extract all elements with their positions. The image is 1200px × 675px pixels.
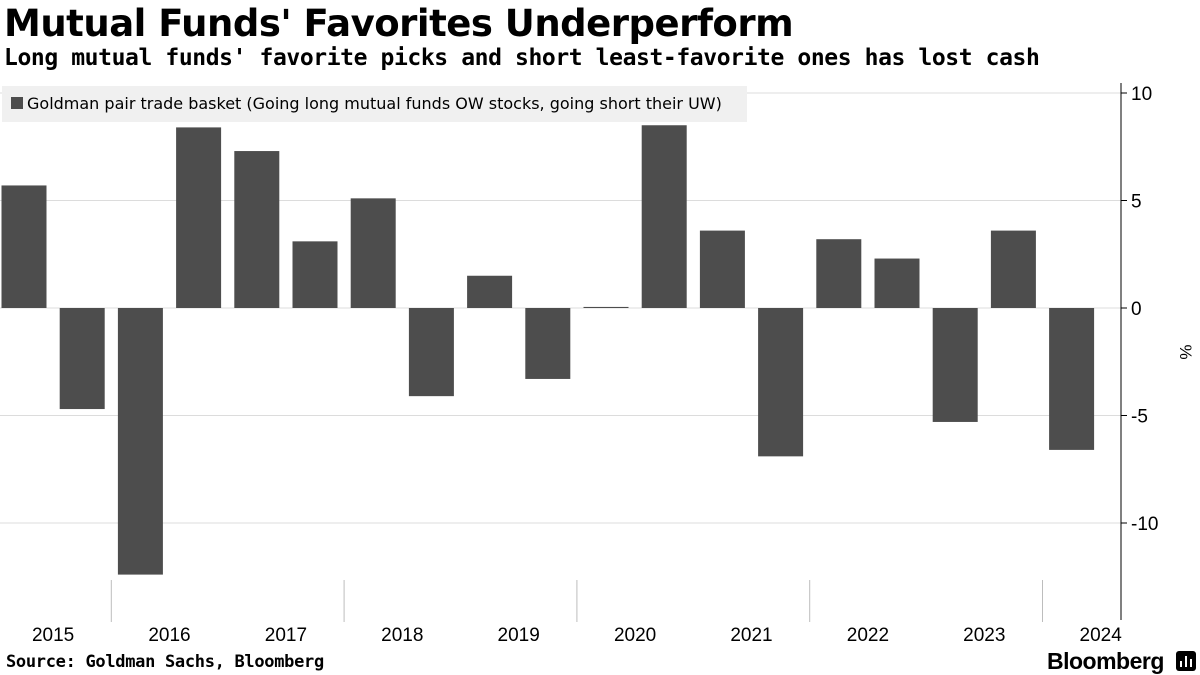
x-tick-label: 2022 (847, 625, 889, 646)
bar-2017-h2 (292, 241, 338, 308)
y-tick-label: 10 (1131, 84, 1152, 105)
x-tick-label: 2017 (265, 625, 307, 646)
bar-2020-h1 (583, 306, 629, 308)
chart-subtitle: Long mutual funds' favorite picks and sh… (4, 45, 1040, 71)
legend-label: Goldman pair trade basket (Going long mu… (27, 94, 722, 113)
y-tick-label: -5 (1131, 407, 1148, 428)
bar-chart-icon (1176, 651, 1196, 671)
year-separators (110, 580, 1043, 622)
chart-title: Mutual Funds' Favorites Underperform (4, 2, 794, 45)
bar-2015-h1 (1, 185, 47, 308)
bar-2016-h1 (117, 308, 163, 575)
x-axis-ticks: 2015 2016 2017 2018 2019 2020 2021 2022 2023 2024 (32, 625, 1122, 646)
x-tick-label: 2024 (1080, 625, 1123, 646)
x-tick-label: 2021 (730, 625, 772, 646)
bar-2024-h1 (1049, 308, 1095, 450)
x-tick-label: 2016 (148, 625, 190, 646)
x-tick-label: 2020 (614, 625, 656, 646)
y-axis-label: % (1176, 344, 1195, 359)
bar-2021-h2 (758, 308, 804, 457)
bar-2020-h2 (641, 125, 687, 308)
y-tick-label: 0 (1131, 299, 1142, 320)
legend-swatch (11, 97, 23, 109)
x-tick-label: 2019 (498, 625, 540, 646)
legend-background (2, 86, 747, 122)
bar-2023-h1 (932, 308, 978, 422)
bar-2015-h2 (59, 308, 105, 410)
bar-2018-h2 (408, 308, 454, 397)
bar-2022-h1 (816, 239, 862, 308)
bar-2021-h1 (699, 230, 745, 308)
source-note: Source: Goldman Sachs, Bloomberg (6, 652, 324, 672)
x-tick-label: 2018 (381, 625, 423, 646)
bloomberg-logo: Bloomberg (1047, 648, 1164, 674)
x-tick-label: 2023 (963, 625, 1005, 646)
legend: Goldman pair trade basket (Going long mu… (2, 86, 747, 122)
bar-2023-h2 (990, 230, 1036, 308)
y-tick-label: -10 (1131, 514, 1158, 535)
bars (1, 125, 1095, 575)
y-axis-ticks: 10 5 0 -5 -10 (1121, 84, 1158, 535)
bar-2016-h2 (176, 127, 222, 309)
bar-2019-h1 (467, 275, 513, 308)
bar-2022-h2 (874, 258, 920, 308)
bar-2018-h1 (350, 198, 396, 308)
y-tick-label: 5 (1131, 192, 1142, 213)
x-tick-label: 2015 (32, 625, 74, 646)
bar-2019-h2 (525, 308, 571, 379)
bar-2017-h1 (234, 151, 280, 308)
